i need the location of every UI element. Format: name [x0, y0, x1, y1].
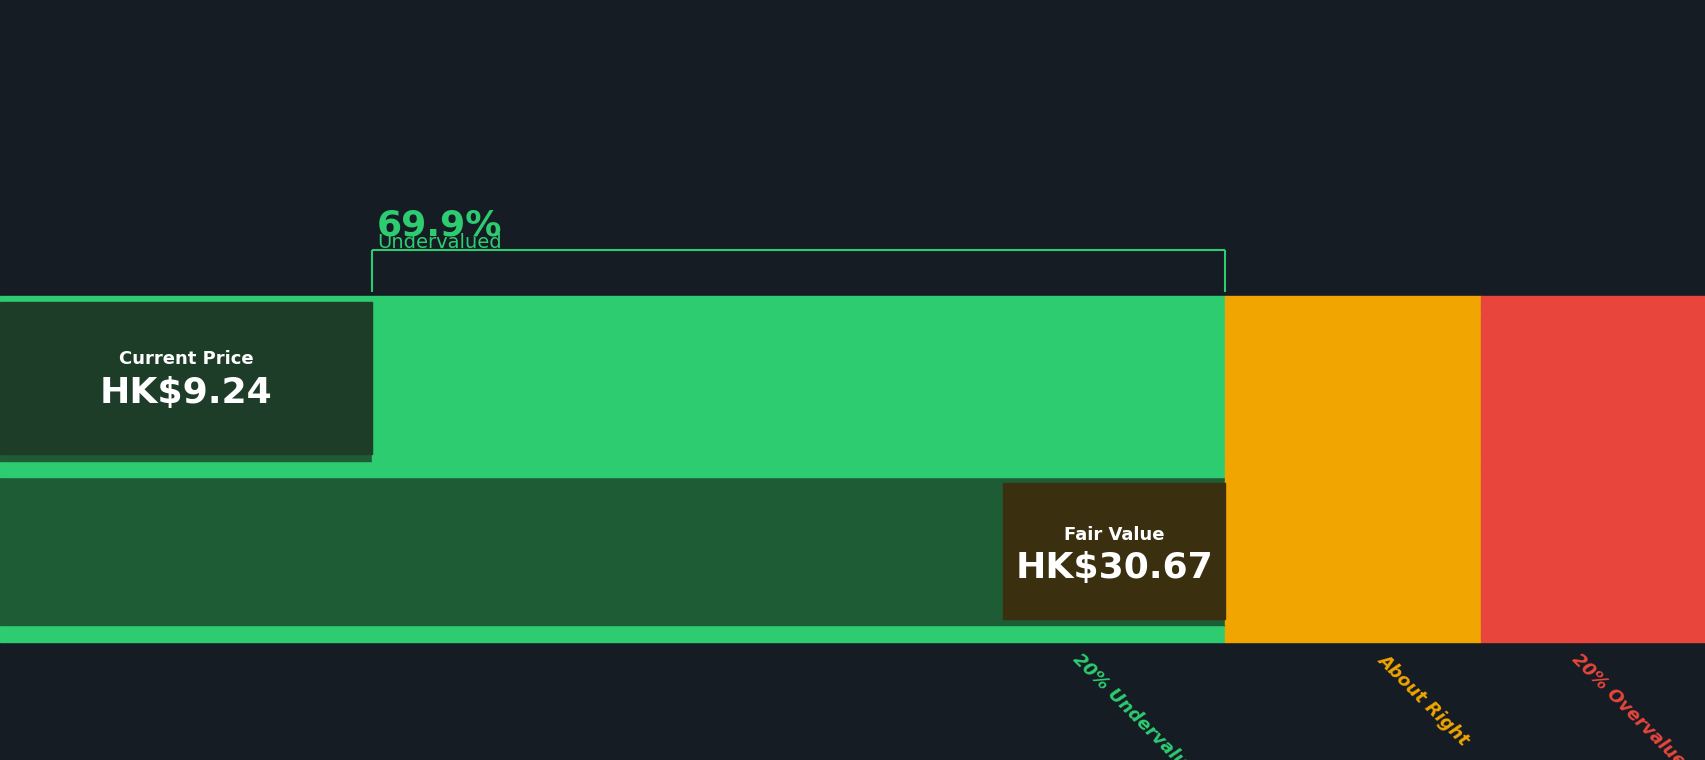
Text: Fair Value: Fair Value [1064, 526, 1163, 543]
Bar [1224, 461, 1480, 477]
Bar [0, 625, 1224, 642]
Bar [1224, 312, 1480, 461]
Text: HK$30.67: HK$30.67 [1014, 551, 1212, 585]
Bar [1224, 625, 1480, 642]
Text: About Right: About Right [1373, 650, 1471, 749]
Bar [0, 461, 1224, 477]
Bar [1480, 625, 1705, 642]
Bar [1480, 312, 1705, 461]
Bar [1003, 483, 1224, 619]
Bar [0, 302, 372, 454]
Bar [372, 296, 1224, 312]
Text: 20% Undervalued: 20% Undervalued [1067, 650, 1207, 760]
Bar [1480, 461, 1705, 477]
Bar [372, 312, 1224, 461]
Text: 69.9%: 69.9% [377, 208, 501, 242]
Bar [0, 296, 372, 312]
Text: HK$9.24: HK$9.24 [99, 376, 273, 410]
Bar [0, 312, 372, 461]
Bar [1480, 296, 1705, 312]
Text: 20% Overvalued: 20% Overvalued [1567, 650, 1696, 760]
Text: Current Price: Current Price [119, 350, 252, 368]
Bar [1224, 296, 1480, 312]
Bar [0, 477, 1224, 625]
Text: Undervalued: Undervalued [377, 233, 501, 252]
Bar [1480, 477, 1705, 625]
Bar [1224, 477, 1480, 625]
